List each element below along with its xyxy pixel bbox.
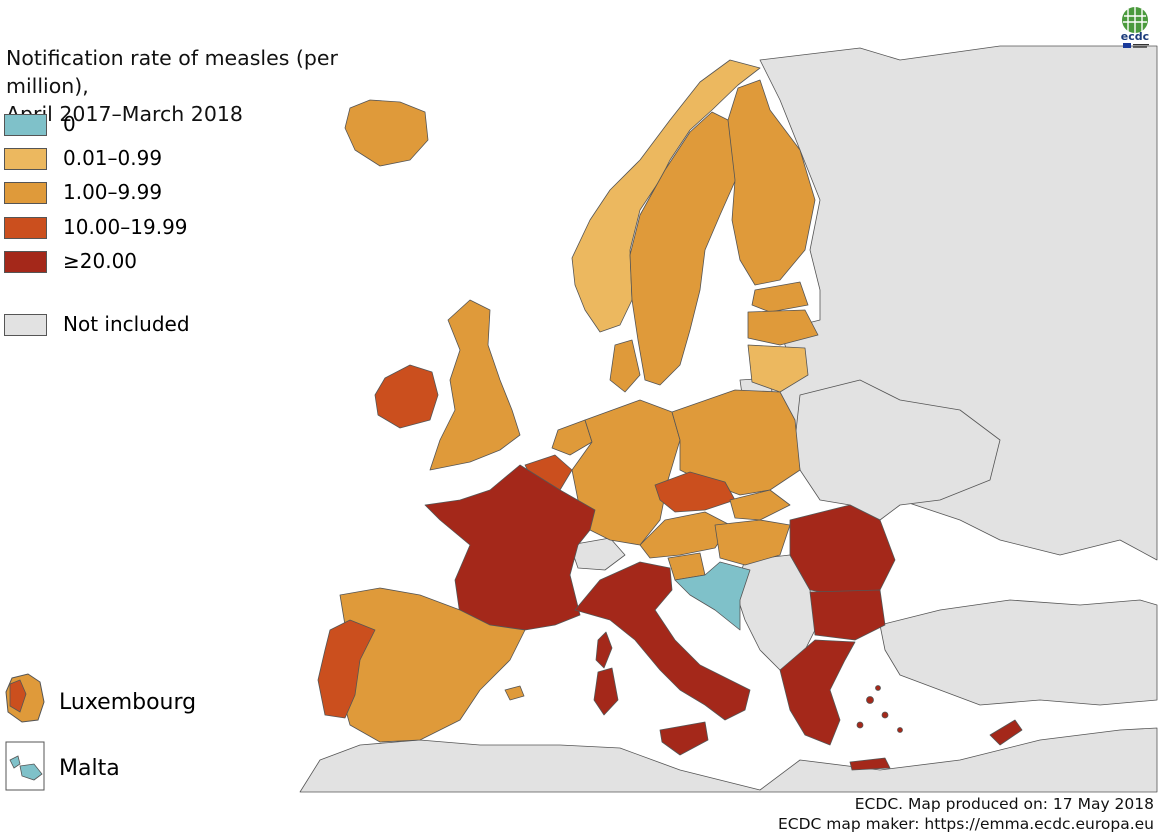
map-region-ireland [374,364,439,429]
map-credits: ECDC. Map produced on: 17 May 2018 ECDC … [778,794,1154,834]
malta-inset-map [5,741,45,791]
map-region-aegean-island [856,721,864,729]
map-region-denmark [609,339,641,393]
map-region-uk [429,299,521,471]
map-region-switzerland [569,537,626,571]
luxembourg-inset-map [5,673,45,723]
legend-swatch [4,217,47,239]
map-region-finland [727,79,816,286]
map-region-balearic [504,685,525,701]
map-region-north-africa [299,727,1158,793]
map-region-france [424,464,596,631]
map-region-aegean-island [897,727,903,733]
map-region-corsica [595,631,613,669]
map-region-greece [779,639,856,746]
map-region-sweden [629,111,741,386]
luxembourg-inset-label: Luxembourg [59,690,197,715]
map-title-line-1: Notification rate of measles (per millio… [6,46,338,98]
map-region-turkey [879,599,1158,706]
map-region-italy [574,561,751,721]
map-region-estonia [751,281,809,313]
map-region-latvia [747,309,819,346]
legend-label: 0 [63,112,76,136]
map-region-norway [571,59,761,333]
credits-line-1: ECDC. Map produced on: 17 May 2018 [854,795,1154,813]
map-region-aegean-island [866,696,874,704]
map-region-iceland [344,99,429,167]
legend-label: ≥20.00 [63,249,138,273]
map-region-bulgaria [809,589,886,641]
map-region-sicily [659,721,709,756]
map-region-belarus-ukraine [794,379,1001,521]
map-region-cyprus [989,719,1023,746]
legend-label: 10.00–19.99 [63,215,188,239]
map-region-lithuania [747,344,809,393]
map-region-slovakia [729,489,791,521]
map-region-croatia [674,561,751,631]
credits-line-2: ECDC map maker: https://emma.ecdc.europa… [777,815,1154,833]
legend-label: Not included [63,312,190,336]
map-region-hungary [714,519,791,566]
legend-swatch [4,114,47,136]
map-region-crete [849,757,891,771]
legend-label: 1.00–9.99 [63,180,163,204]
map-region-netherlands [551,419,593,456]
ecdc-logo: ecdc [1112,4,1158,50]
legend-swatch [4,148,47,170]
legend-label: 0.01–0.99 [63,146,163,170]
malta-inset-label: Malta [59,756,120,781]
map-region-czechia [654,471,736,513]
ecdc-logo-text: ecdc [1121,30,1149,43]
ecdc-logo-icon: ecdc [1121,7,1149,48]
map-region-aegean-island [875,685,881,691]
legend-swatch [4,314,47,336]
map-region-portugal [317,619,376,719]
map-region-aegean-island [881,711,889,719]
legend-swatch [4,251,47,273]
map-region-sardinia [593,667,619,716]
legend-swatch [4,182,47,204]
